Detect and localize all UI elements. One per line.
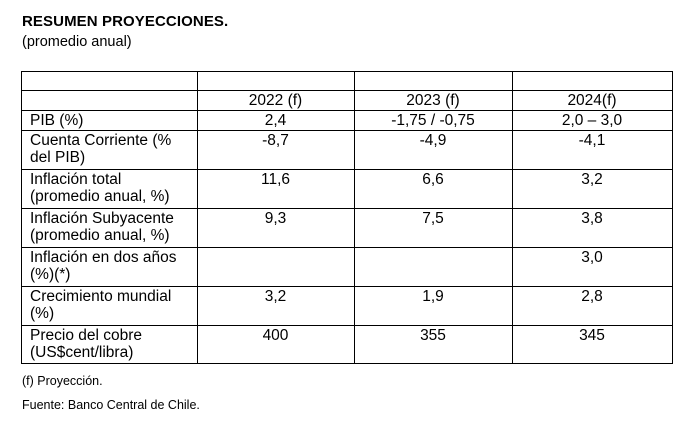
header-cell-2022: 2022 (f) xyxy=(197,90,355,111)
header-cell-empty xyxy=(21,90,198,111)
table-row-inflacion-total: Inflación total (promedio anual, %) 11,6… xyxy=(21,169,673,209)
cell-value: 1,9 xyxy=(354,286,513,326)
cell-value: 3,2 xyxy=(197,286,355,326)
cell-value xyxy=(354,247,513,287)
cell-value: 355 xyxy=(354,325,513,364)
row-label: Precio del cobre (US$cent/libra) xyxy=(21,325,198,364)
projections-table: 2022 (f) 2023 (f) 2024(f) PIB (%) 2,4 -1… xyxy=(21,71,673,364)
spacer-cell xyxy=(21,71,198,91)
table-spacer-row xyxy=(21,71,673,91)
header-cell-2023: 2023 (f) xyxy=(354,90,513,111)
table-row-pib: PIB (%) 2,4 -1,75 / -0,75 2,0 – 3,0 xyxy=(21,110,673,131)
cell-value: 9,3 xyxy=(197,208,355,248)
cell-value: 2,0 – 3,0 xyxy=(512,110,673,131)
cell-value: -4,1 xyxy=(512,130,673,170)
table-row-inflacion-subyacente: Inflación Subyacente (promedio anual, %)… xyxy=(21,208,673,248)
spacer-cell xyxy=(354,71,513,91)
spacer-cell xyxy=(512,71,673,91)
cell-value: 3,0 xyxy=(512,247,673,287)
row-label: Crecimiento mundial (%) xyxy=(21,286,198,326)
spacer-cell xyxy=(197,71,355,91)
row-label: Inflación total (promedio anual, %) xyxy=(21,169,198,209)
table-row-crecimiento-mundial: Crecimiento mundial (%) 3,2 1,9 2,8 xyxy=(21,286,673,326)
row-label: PIB (%) xyxy=(21,110,198,131)
cell-value: -1,75 / -0,75 xyxy=(354,110,513,131)
cell-value: 2,8 xyxy=(512,286,673,326)
row-label: Inflación Subyacente (promedio anual, %) xyxy=(21,208,198,248)
row-label: Inflación en dos años (%)(*) xyxy=(21,247,198,287)
cell-value: -4,9 xyxy=(354,130,513,170)
cell-value: 7,5 xyxy=(354,208,513,248)
cell-value: 3,8 xyxy=(512,208,673,248)
page-title: RESUMEN PROYECCIONES. xyxy=(22,13,229,30)
cell-value: 11,6 xyxy=(197,169,355,209)
row-label: Cuenta Corriente (% del PIB) xyxy=(21,130,198,170)
footnote: (f) Proyección. xyxy=(22,374,103,388)
table-header-row: 2022 (f) 2023 (f) 2024(f) xyxy=(21,90,673,111)
source-note: Fuente: Banco Central de Chile. xyxy=(22,398,200,412)
table-row-inflacion-dos-anos: Inflación en dos años (%)(*) 3,0 xyxy=(21,247,673,287)
cell-value: 345 xyxy=(512,325,673,364)
cell-value: 2,4 xyxy=(197,110,355,131)
cell-value xyxy=(197,247,355,287)
table-row-precio-cobre: Precio del cobre (US$cent/libra) 400 355… xyxy=(21,325,673,364)
cell-value: -8,7 xyxy=(197,130,355,170)
cell-value: 400 xyxy=(197,325,355,364)
cell-value: 3,2 xyxy=(512,169,673,209)
cell-value: 6,6 xyxy=(354,169,513,209)
header-cell-2024: 2024(f) xyxy=(512,90,673,111)
page-subtitle: (promedio anual) xyxy=(22,34,132,50)
table-row-cuenta-corriente: Cuenta Corriente (% del PIB) -8,7 -4,9 -… xyxy=(21,130,673,170)
